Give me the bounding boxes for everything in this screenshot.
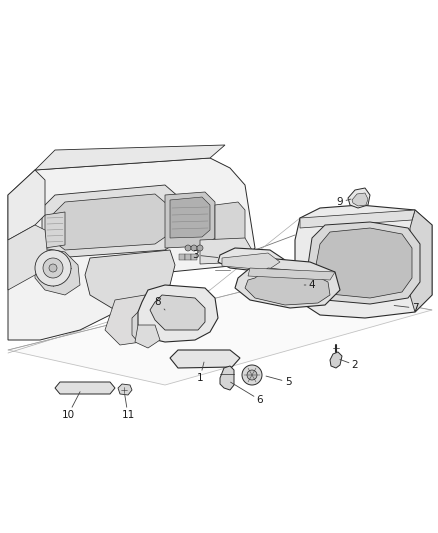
Polygon shape bbox=[179, 254, 185, 260]
Polygon shape bbox=[8, 170, 45, 240]
Polygon shape bbox=[8, 282, 432, 385]
Polygon shape bbox=[215, 202, 245, 248]
Circle shape bbox=[197, 245, 203, 251]
Text: 8: 8 bbox=[155, 297, 165, 310]
Circle shape bbox=[35, 250, 71, 286]
Polygon shape bbox=[35, 248, 80, 295]
Text: 4: 4 bbox=[304, 280, 315, 290]
Text: 5: 5 bbox=[266, 376, 291, 387]
Polygon shape bbox=[8, 158, 255, 340]
Polygon shape bbox=[295, 205, 432, 318]
Circle shape bbox=[185, 245, 191, 251]
Polygon shape bbox=[35, 145, 225, 170]
Polygon shape bbox=[330, 352, 342, 368]
Polygon shape bbox=[170, 197, 210, 238]
Polygon shape bbox=[222, 253, 280, 270]
Polygon shape bbox=[165, 192, 215, 248]
Polygon shape bbox=[55, 382, 115, 394]
Polygon shape bbox=[118, 384, 132, 395]
Circle shape bbox=[247, 370, 257, 380]
Polygon shape bbox=[248, 268, 335, 280]
Polygon shape bbox=[135, 325, 160, 348]
Polygon shape bbox=[185, 254, 191, 260]
Polygon shape bbox=[105, 295, 160, 345]
Circle shape bbox=[191, 245, 197, 251]
Polygon shape bbox=[410, 210, 432, 312]
Polygon shape bbox=[45, 212, 65, 248]
Text: 2: 2 bbox=[340, 359, 358, 370]
Text: 10: 10 bbox=[61, 392, 80, 420]
Text: 3: 3 bbox=[192, 250, 218, 260]
Text: 7: 7 bbox=[394, 303, 418, 313]
Polygon shape bbox=[8, 225, 48, 290]
Circle shape bbox=[49, 264, 57, 272]
Polygon shape bbox=[218, 248, 285, 272]
Polygon shape bbox=[138, 285, 218, 342]
Polygon shape bbox=[191, 254, 197, 260]
Polygon shape bbox=[235, 258, 340, 308]
Text: 9: 9 bbox=[337, 197, 351, 207]
Polygon shape bbox=[170, 350, 240, 368]
Polygon shape bbox=[150, 295, 205, 330]
Circle shape bbox=[43, 258, 63, 278]
Circle shape bbox=[242, 365, 262, 385]
Polygon shape bbox=[132, 308, 148, 342]
Polygon shape bbox=[85, 250, 175, 310]
Text: 11: 11 bbox=[121, 394, 134, 420]
Polygon shape bbox=[316, 228, 412, 298]
Polygon shape bbox=[245, 268, 330, 305]
Polygon shape bbox=[308, 222, 420, 304]
Polygon shape bbox=[42, 185, 180, 258]
Polygon shape bbox=[52, 194, 168, 250]
Polygon shape bbox=[220, 366, 234, 390]
Polygon shape bbox=[300, 210, 415, 228]
Text: 1: 1 bbox=[197, 362, 204, 383]
Text: 6: 6 bbox=[230, 382, 263, 405]
Polygon shape bbox=[348, 188, 370, 208]
Polygon shape bbox=[352, 193, 368, 206]
Polygon shape bbox=[200, 238, 252, 264]
